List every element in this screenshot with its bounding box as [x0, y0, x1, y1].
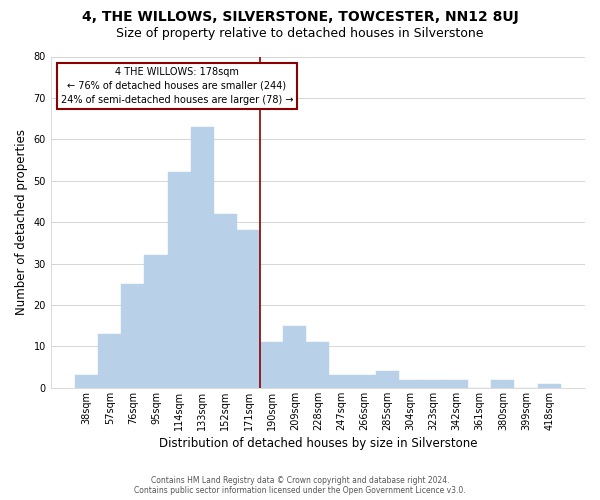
Text: Size of property relative to detached houses in Silverstone: Size of property relative to detached ho… — [116, 28, 484, 40]
Bar — [260, 342, 283, 388]
Bar — [399, 380, 422, 388]
Bar — [237, 230, 260, 388]
Bar — [98, 334, 121, 388]
Bar — [376, 372, 399, 388]
Bar — [75, 376, 98, 388]
Text: Contains HM Land Registry data © Crown copyright and database right 2024.
Contai: Contains HM Land Registry data © Crown c… — [134, 476, 466, 495]
Y-axis label: Number of detached properties: Number of detached properties — [15, 129, 28, 315]
Text: 4, THE WILLOWS, SILVERSTONE, TOWCESTER, NN12 8UJ: 4, THE WILLOWS, SILVERSTONE, TOWCESTER, … — [82, 10, 518, 24]
Bar — [191, 127, 214, 388]
Bar — [353, 376, 376, 388]
X-axis label: Distribution of detached houses by size in Silverstone: Distribution of detached houses by size … — [158, 437, 477, 450]
Bar — [491, 380, 514, 388]
Bar — [307, 342, 329, 388]
Bar — [445, 380, 468, 388]
Bar — [422, 380, 445, 388]
Bar — [329, 376, 353, 388]
Bar — [538, 384, 561, 388]
Bar — [214, 214, 237, 388]
Bar — [121, 284, 145, 388]
Text: 4 THE WILLOWS: 178sqm
← 76% of detached houses are smaller (244)
24% of semi-det: 4 THE WILLOWS: 178sqm ← 76% of detached … — [61, 67, 293, 105]
Bar — [283, 326, 307, 388]
Bar — [145, 256, 167, 388]
Bar — [167, 172, 191, 388]
